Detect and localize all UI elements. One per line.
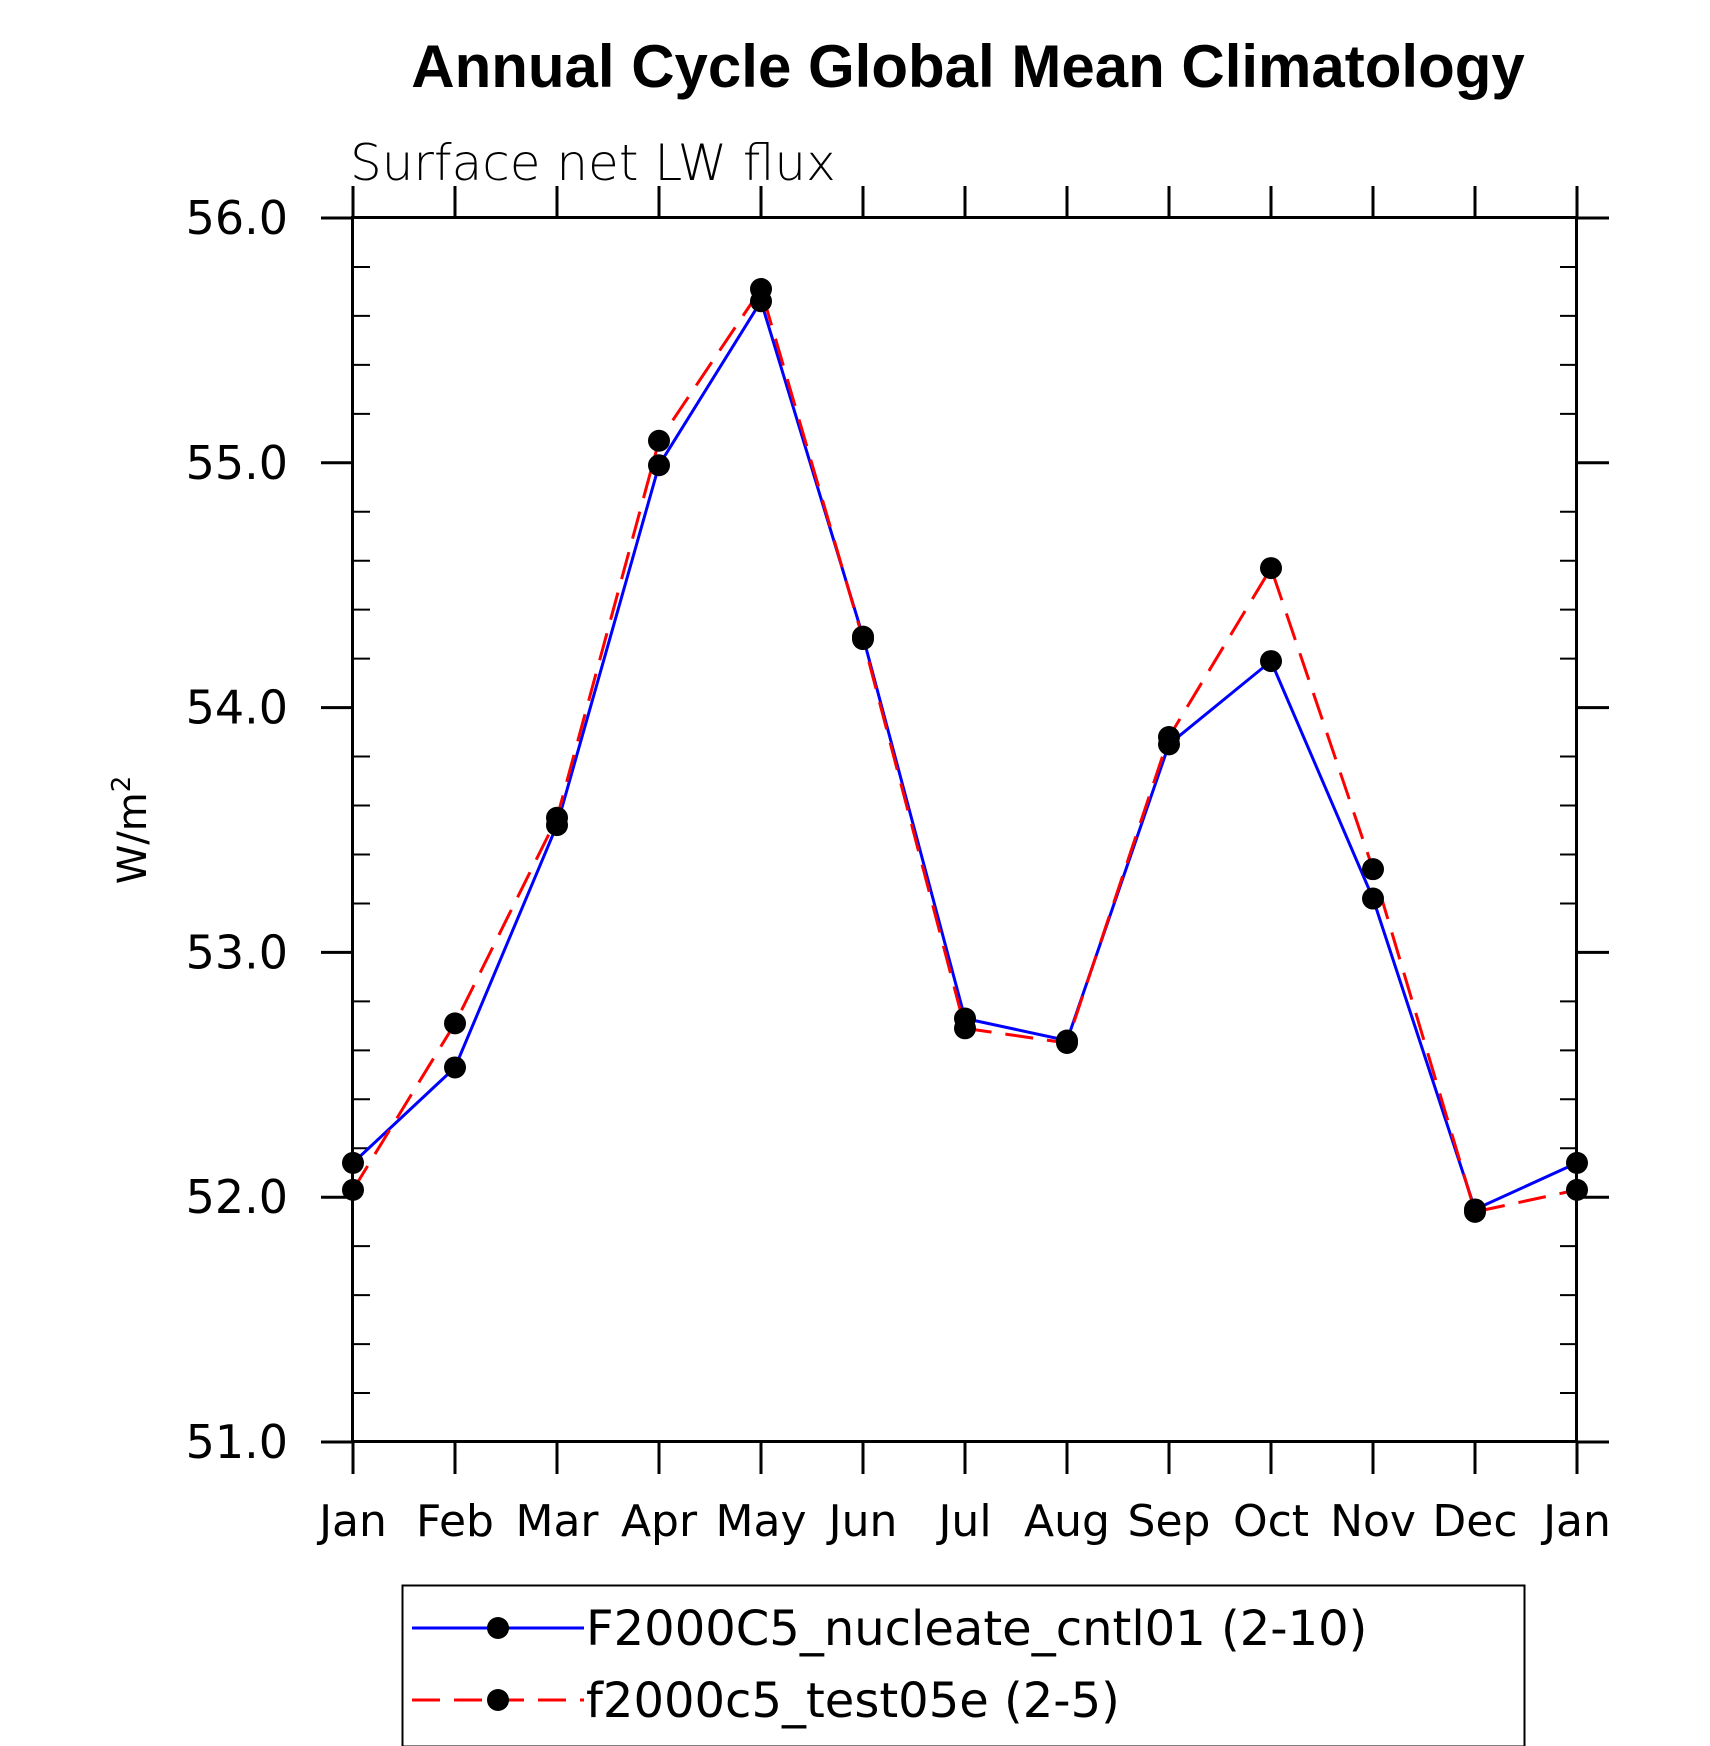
series-layer	[342, 277, 1588, 1223]
series-1-point	[342, 1151, 364, 1174]
legend-box	[401, 1584, 1526, 1746]
series-2-point	[444, 1012, 466, 1035]
x-tick-label: Nov	[1330, 1496, 1416, 1547]
series-1-point	[1260, 650, 1282, 673]
x-tick-label: Feb	[416, 1496, 494, 1547]
chart-title: Annual Cycle Global Mean Climatology	[411, 33, 1525, 100]
legend-marker-series-2	[487, 1689, 509, 1711]
axis-ticks	[321, 186, 1609, 1474]
x-tick-label: Apr	[621, 1496, 698, 1547]
series-2-point	[1158, 725, 1180, 748]
y-tick-label: 52.0	[186, 1170, 288, 1224]
y-axis-label-base: W/m	[110, 792, 156, 884]
series-2-point	[954, 1017, 976, 1040]
y-axis-label-superscript: 2	[107, 776, 137, 793]
legend-label-series-2: f2000c5_test05e (2-5)	[586, 1673, 1120, 1729]
series-2-point	[648, 429, 670, 452]
y-tick-label: 55.0	[186, 436, 288, 490]
x-tick-label: Aug	[1024, 1496, 1110, 1547]
series-2-point	[342, 1178, 364, 1201]
x-tick-label: Mar	[515, 1496, 599, 1547]
y-tick-label: 54.0	[186, 681, 288, 735]
legend-label-series-1: F2000C5_nucleate_cntl01 (2-10)	[586, 1601, 1367, 1657]
series-2-point	[750, 277, 772, 300]
y-tick-labels: 51.0 52.0 53.0 54.0 55.0 56.0	[186, 191, 288, 1469]
y-tick-label: 53.0	[186, 925, 288, 979]
plot-frame	[351, 216, 1578, 1443]
legend: F2000C5_nucleate_cntl01 (2-10) f2000c5_t…	[401, 1584, 1526, 1746]
x-tick-label: Jun	[826, 1496, 898, 1547]
x-tick-label: Jan	[316, 1496, 387, 1547]
x-tick-label: Sep	[1128, 1496, 1211, 1547]
legend-marker-series-1	[487, 1617, 509, 1639]
series-line-1	[351, 299, 1578, 1211]
series-2-point	[1566, 1178, 1588, 1201]
x-tick-label: Jul	[935, 1496, 991, 1547]
series-2-point	[1362, 858, 1384, 881]
x-tick-label: May	[716, 1496, 807, 1547]
chart-subtitle: Surface net LW flux	[350, 134, 836, 192]
series-2-point	[1056, 1031, 1078, 1054]
series-1-point	[444, 1056, 466, 1079]
x-tick-labels: Jan Feb Mar Apr May Jun Jul Aug Sep Oct Nov Dec Jan	[316, 1496, 1611, 1547]
series-1-point	[648, 454, 670, 477]
y-tick-label: 56.0	[186, 191, 288, 245]
series-2-point	[1260, 557, 1282, 580]
series-line-2	[351, 287, 1578, 1214]
series-1-point	[1362, 887, 1384, 910]
x-tick-label: Oct	[1233, 1496, 1309, 1547]
y-axis-label: W/m2	[107, 776, 156, 885]
y-tick-label: 51.0	[186, 1415, 288, 1469]
series-2-point	[852, 628, 874, 651]
x-tick-label: Dec	[1432, 1496, 1517, 1547]
series-2-point	[546, 806, 568, 829]
series-1-point	[1566, 1151, 1588, 1174]
x-tick-label: Jan	[1540, 1496, 1611, 1547]
series-2-point	[1464, 1200, 1486, 1223]
